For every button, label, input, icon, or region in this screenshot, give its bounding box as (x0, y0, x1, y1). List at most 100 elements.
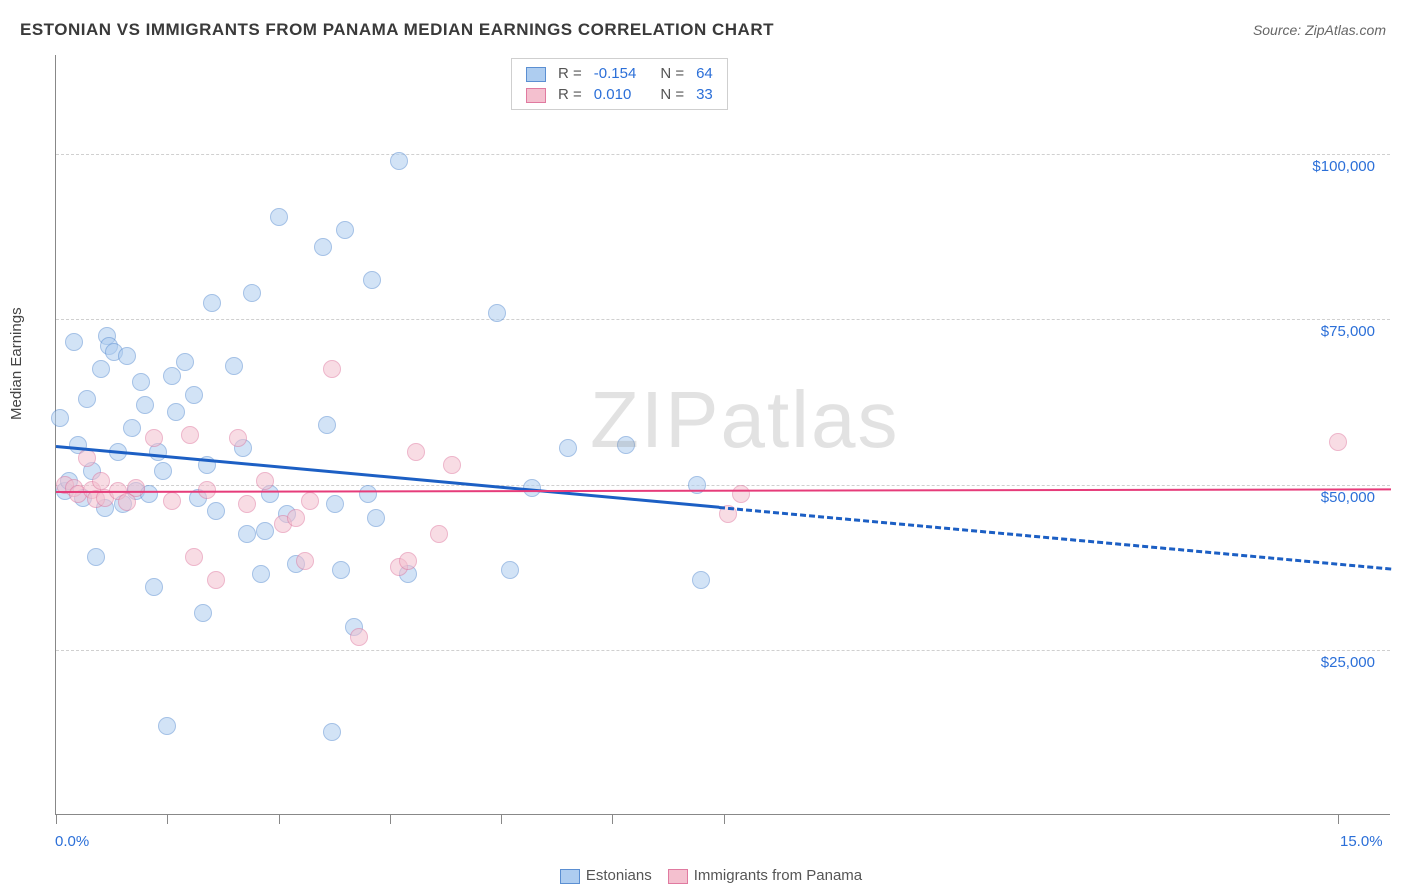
gridline (56, 319, 1390, 320)
scatter-point (238, 525, 256, 543)
scatter-point (407, 443, 425, 461)
scatter-point (323, 360, 341, 378)
scatter-point (301, 492, 319, 510)
scatter-point (399, 552, 417, 570)
r-value: -0.154 (588, 63, 643, 84)
gridline (56, 154, 1390, 155)
scatter-point (78, 390, 96, 408)
scatter-point (559, 439, 577, 457)
scatter-point (617, 436, 635, 454)
scatter-point (326, 495, 344, 513)
scatter-point (238, 495, 256, 513)
scatter-point (176, 353, 194, 371)
y-tick-label: $75,000 (1321, 323, 1375, 340)
scatter-point (92, 360, 110, 378)
scatter-point (203, 294, 221, 312)
scatter-point (443, 456, 461, 474)
scatter-point (229, 429, 247, 447)
n-label: N = (654, 84, 690, 105)
x-tick (167, 814, 168, 824)
scatter-point (296, 552, 314, 570)
r-value: 0.010 (588, 84, 643, 105)
scatter-point (488, 304, 506, 322)
scatter-point (181, 426, 199, 444)
legend-swatch (526, 67, 546, 82)
n-value: 33 (690, 84, 719, 105)
scatter-point (430, 525, 448, 543)
scatter-point (51, 409, 69, 427)
legend-swatch (668, 869, 688, 884)
scatter-point (323, 723, 341, 741)
scatter-point (194, 604, 212, 622)
scatter-point (127, 479, 145, 497)
legend-swatch (560, 869, 580, 884)
scatter-point (256, 522, 274, 540)
correlation-box: R =-0.154 N =64 R =0.010 N =33 (511, 58, 728, 110)
scatter-point (158, 717, 176, 735)
scatter-point (256, 472, 274, 490)
legend-label: Immigrants from Panama (694, 867, 862, 884)
series-legend: Estonians Immigrants from Panama (0, 867, 1406, 884)
n-label: N = (654, 63, 690, 84)
scatter-point (118, 347, 136, 365)
x-tick (56, 814, 57, 824)
scatter-point (185, 386, 203, 404)
scatter-point (145, 429, 163, 447)
x-tick (724, 814, 725, 824)
scatter-point (92, 472, 110, 490)
x-tick (501, 814, 502, 824)
regression-line (56, 489, 1391, 494)
scatter-point (65, 333, 83, 351)
scatter-point (314, 238, 332, 256)
chart-frame: $25,000 $50,000 $75,000 $100,000 R =-0.154 N … (55, 55, 1390, 815)
legend-label: Estonians (586, 867, 652, 884)
y-tick-label: $50,000 (1321, 489, 1375, 506)
x-tick (279, 814, 280, 824)
scatter-point (359, 485, 377, 503)
source-label: Source: ZipAtlas.com (1253, 22, 1386, 38)
chart-title: ESTONIAN VS IMMIGRANTS FROM PANAMA MEDIA… (20, 20, 774, 40)
scatter-point (225, 357, 243, 375)
scatter-point (185, 548, 203, 566)
scatter-point (501, 561, 519, 579)
scatter-point (1329, 433, 1347, 451)
x-tick (612, 814, 613, 824)
regression-line (719, 506, 1391, 571)
scatter-point (732, 485, 750, 503)
scatter-point (287, 509, 305, 527)
scatter-point (243, 284, 261, 302)
y-tick-label: $100,000 (1312, 158, 1375, 175)
scatter-point (350, 628, 368, 646)
y-axis-title: Median Earnings (8, 307, 25, 420)
scatter-point (332, 561, 350, 579)
scatter-point (318, 416, 336, 434)
legend-swatch (526, 88, 546, 103)
scatter-point (154, 462, 172, 480)
scatter-point (163, 492, 181, 510)
scatter-point (136, 396, 154, 414)
scatter-point (207, 502, 225, 520)
r-label: R = (552, 84, 588, 105)
n-value: 64 (690, 63, 719, 84)
gridline (56, 650, 1390, 651)
plot-area: $25,000 $50,000 $75,000 $100,000 R =-0.154 N … (56, 55, 1390, 814)
scatter-point (363, 271, 381, 289)
scatter-point (207, 571, 225, 589)
scatter-point (163, 367, 181, 385)
scatter-point (336, 221, 354, 239)
x-axis-label-max: 15.0% (1340, 833, 1383, 850)
x-tick (390, 814, 391, 824)
x-tick (1338, 814, 1339, 824)
scatter-point (390, 152, 408, 170)
y-tick-label: $25,000 (1321, 654, 1375, 671)
scatter-point (692, 571, 710, 589)
scatter-point (132, 373, 150, 391)
scatter-point (87, 548, 105, 566)
x-axis-label-min: 0.0% (55, 833, 89, 850)
scatter-point (367, 509, 385, 527)
scatter-point (145, 578, 163, 596)
scatter-point (270, 208, 288, 226)
r-label: R = (552, 63, 588, 84)
scatter-point (78, 449, 96, 467)
scatter-point (123, 419, 141, 437)
